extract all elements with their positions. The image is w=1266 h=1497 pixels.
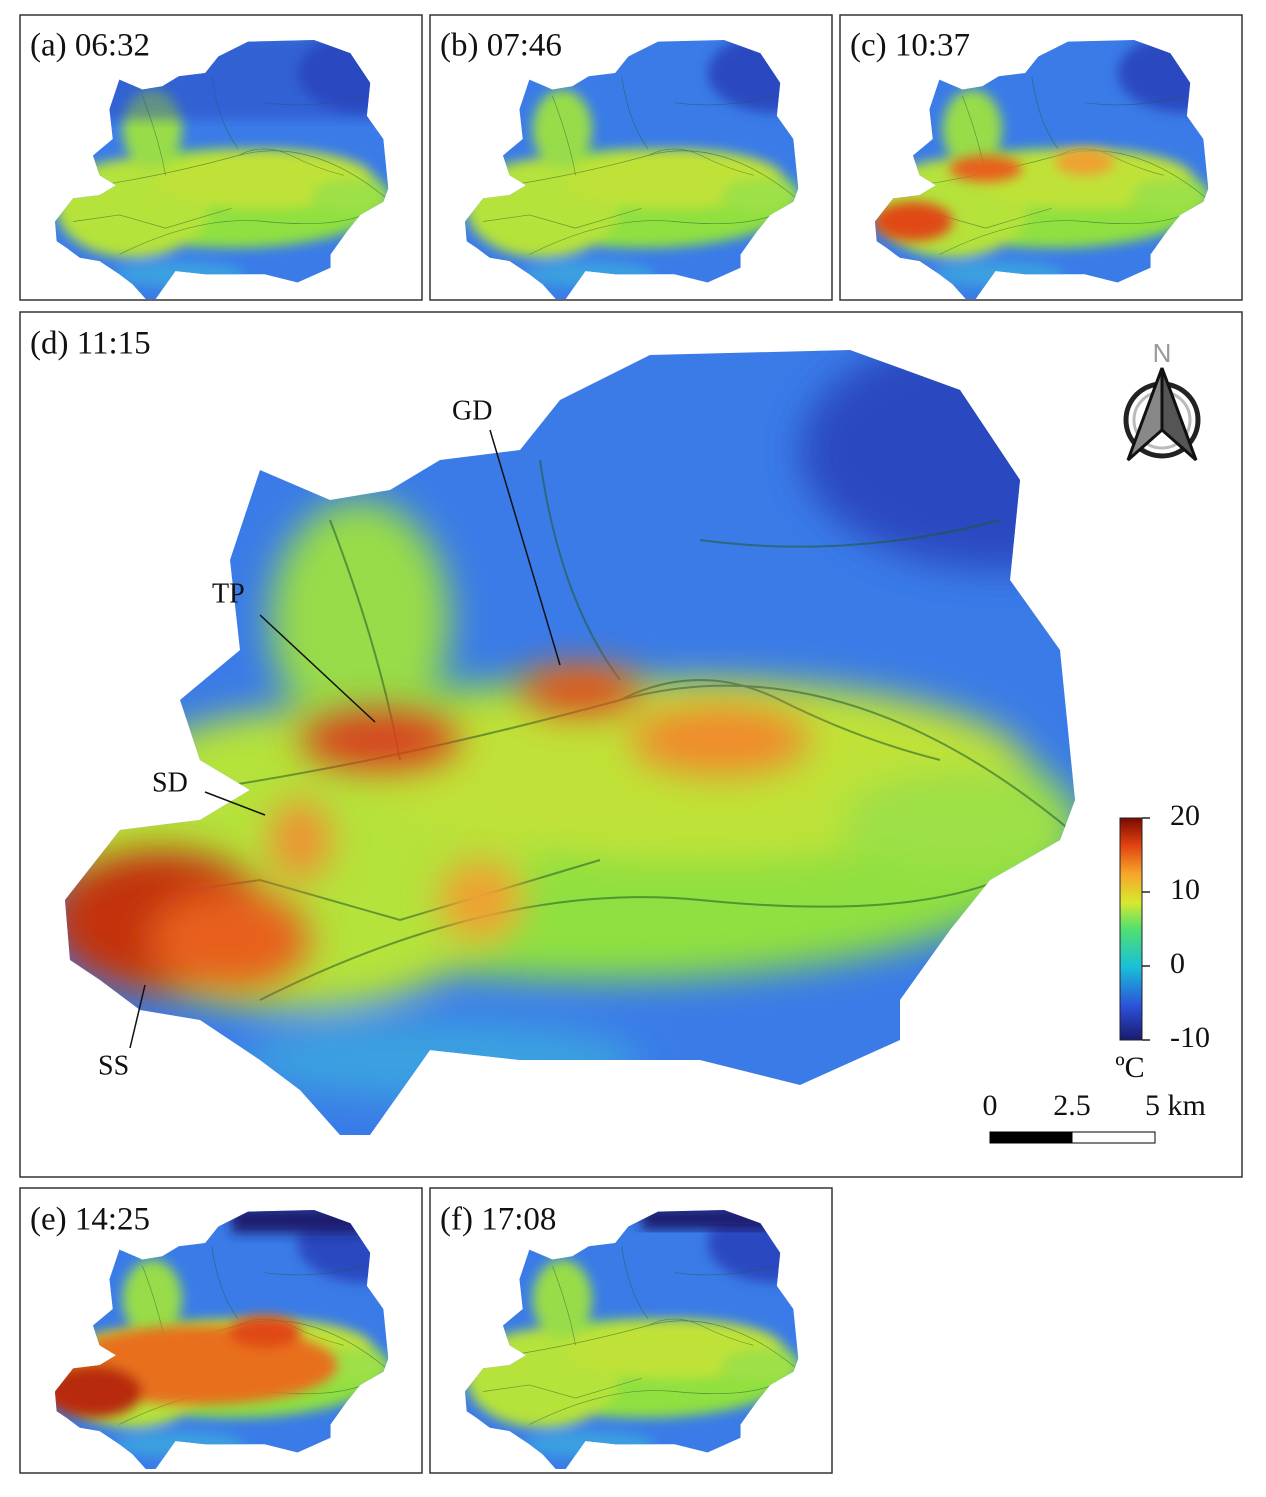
panel-label: (f) 17:08: [440, 1202, 556, 1238]
colorbar-tick-label: 10: [1170, 873, 1200, 906]
site-label: SD: [152, 767, 188, 798]
scale-label: 0: [983, 1089, 998, 1122]
panel-frame: [839, 14, 1243, 301]
panel-frame: [429, 1187, 833, 1474]
map-d: [50, 330, 1200, 1150]
scale-label: 2.5: [1053, 1089, 1091, 1122]
map-b: [460, 33, 840, 304]
panel-label: (a) 06:32: [30, 28, 150, 64]
scale-bar: 0 2.5 5 km: [983, 1089, 1206, 1144]
north-label: N: [1153, 338, 1172, 368]
leader-lines: [129, 429, 561, 1049]
panel-label: (c) 10:37: [850, 28, 970, 64]
north-arrow: N: [1123, 338, 1201, 462]
colorbar-tick-label: -10: [1170, 1021, 1210, 1054]
site-label: GD: [452, 395, 492, 426]
scale-label: 5 km: [1145, 1089, 1206, 1122]
colorbar-ramp: [1119, 817, 1143, 1041]
panel-frame: [19, 14, 423, 301]
map-c: [870, 33, 1250, 304]
colorbar: ºC -10 0 10 20: [1115, 799, 1210, 1084]
panel-frame: [19, 311, 1243, 1178]
site-label: TP: [212, 578, 245, 609]
map-e: [43, 1203, 429, 1474]
site-label: SS: [98, 1050, 129, 1081]
panel-frame: [19, 1187, 423, 1474]
colorbar-unit: ºC: [1115, 1051, 1144, 1084]
colorbar-tick-label: 0: [1170, 947, 1185, 980]
panel-label: (e) 14:25: [30, 1202, 150, 1238]
panel-label: (b) 07:46: [440, 28, 562, 64]
map-a: [50, 33, 430, 304]
panel-frame: [429, 14, 833, 301]
colorbar-tick-label: 20: [1170, 799, 1200, 832]
panel-label: (d) 11:15: [30, 326, 151, 362]
map-f: [460, 1203, 840, 1474]
